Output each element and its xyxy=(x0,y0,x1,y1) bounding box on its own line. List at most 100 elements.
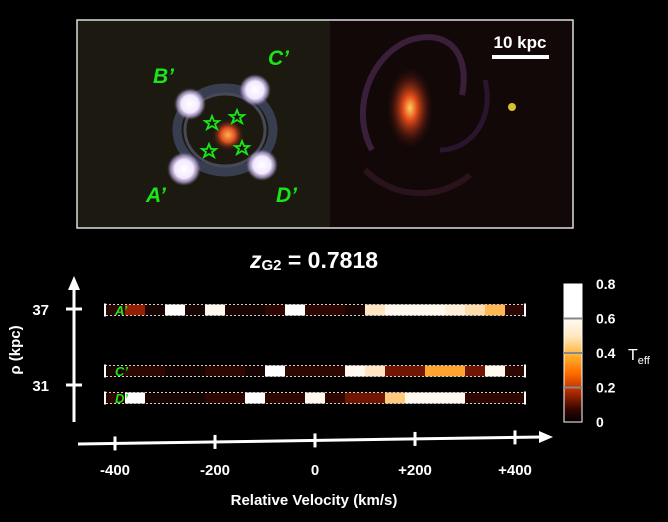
heatmap-cell xyxy=(405,365,425,377)
heatmap-cell xyxy=(445,392,465,404)
heatmap-cell xyxy=(265,365,285,377)
heatmap-cell xyxy=(305,392,325,404)
image-labels: B’ C’ A’ D’ xyxy=(145,47,298,207)
heatmap-cell xyxy=(445,304,465,316)
heatmap-row: A’ xyxy=(104,303,526,318)
source-galaxy-image: 10 kpc xyxy=(359,33,549,197)
y-tick-label-31: 31 xyxy=(32,378,49,395)
heatmap-cell xyxy=(205,365,225,377)
colorbar-tick-label: 0.2 xyxy=(596,380,616,396)
heatmap-cell xyxy=(365,365,385,377)
heatmap-cell xyxy=(185,304,205,316)
heatmap-cell xyxy=(105,304,125,316)
image-label-d: D’ xyxy=(276,184,298,207)
colorbar: Teff 0.8 0.6 0.4 0.2 0 xyxy=(563,276,651,430)
row-label: C’ xyxy=(115,364,128,379)
heatmap-cell xyxy=(485,304,505,316)
colorbar-tick-label: 0.6 xyxy=(596,311,616,327)
heatmap-rows: A’ C’ D’ xyxy=(104,303,526,406)
heatmap-cell xyxy=(425,304,445,316)
lens-ring-image: B’ C’ A’ D’ xyxy=(145,47,298,207)
heatmap-cell xyxy=(345,304,365,316)
star-markers xyxy=(199,107,252,160)
heatmap-cell xyxy=(125,365,145,377)
colorbar-label: Teff xyxy=(628,347,651,367)
redshift-value: = 0.7818 xyxy=(281,247,378,273)
heatmap-cell xyxy=(485,392,505,404)
heatmap-row: D’ xyxy=(104,391,526,406)
y-axis-label: ρ (kpc) xyxy=(7,325,24,374)
chart: 37 31 ρ (kpc) A’ C’ D’ Relative Velocity (… xyxy=(7,276,651,509)
colorbar-tick-label: 0.4 xyxy=(596,345,616,361)
row-label: D’ xyxy=(115,391,128,406)
heatmap-cell xyxy=(445,365,465,377)
redshift-title: zG2 = 0.7818 xyxy=(249,247,378,274)
redshift-symbol: z xyxy=(249,247,262,273)
left-image-background xyxy=(77,20,330,228)
heatmap-cell xyxy=(205,304,225,316)
heatmap-cell xyxy=(145,365,165,377)
heatmap-cell xyxy=(505,304,525,316)
heatmap-cell xyxy=(385,365,405,377)
image-panel: B’ C’ A’ D’ 10 kpc xyxy=(76,19,574,229)
heatmap-cell xyxy=(425,365,445,377)
star-icon xyxy=(202,113,222,132)
colorbar-tick-label: 0.8 xyxy=(596,276,616,292)
heatmap-cell xyxy=(245,304,265,316)
heatmap-cell xyxy=(225,304,245,316)
heatmap-cell xyxy=(165,392,185,404)
heatmap-cell xyxy=(345,365,365,377)
heatmap-cell xyxy=(105,392,125,404)
y-tick-label-37: 37 xyxy=(32,302,49,319)
x-tick-label: +200 xyxy=(398,462,432,479)
heatmap-cell xyxy=(405,392,425,404)
heatmap-row: C’ xyxy=(104,364,526,379)
heatmap-cell xyxy=(125,304,145,316)
x-tick-label: -400 xyxy=(100,462,130,479)
heatmap-cell xyxy=(345,392,365,404)
star-icon xyxy=(227,107,247,126)
source-galaxy-core xyxy=(386,66,434,150)
colorbar-label-main: T xyxy=(628,347,638,364)
heatmap-cell xyxy=(125,392,145,404)
heatmap-cell xyxy=(465,304,485,316)
y-axis-arrow-icon xyxy=(68,276,80,290)
heatmap-cell xyxy=(425,392,445,404)
y-axis: 37 31 ρ (kpc) xyxy=(7,276,82,422)
x-axis-arrow-icon xyxy=(539,431,553,443)
heatmap-cell xyxy=(285,392,305,404)
heatmap-cell xyxy=(145,304,165,316)
heatmap-cell xyxy=(245,365,265,377)
star-icon xyxy=(232,138,252,157)
x-tick-label: -200 xyxy=(200,462,230,479)
heatmap-cell xyxy=(185,365,205,377)
heatmap-cell xyxy=(245,392,265,404)
heatmap-cell xyxy=(505,392,525,404)
heatmap-cell xyxy=(185,392,205,404)
heatmap-cell xyxy=(105,365,125,377)
heatmap-cell xyxy=(165,304,185,316)
lensed-image-a xyxy=(167,152,201,186)
x-axis-line xyxy=(77,435,543,446)
lens-galaxy-core xyxy=(212,119,244,151)
heatmap-cell xyxy=(325,365,345,377)
heatmap-cell xyxy=(465,392,485,404)
heatmap-cell xyxy=(205,392,225,404)
heatmap-cell xyxy=(385,392,405,404)
heatmap-cell xyxy=(165,365,185,377)
right-image-background xyxy=(330,20,573,228)
heatmap-cell xyxy=(365,392,385,404)
heatmap-cell xyxy=(265,304,285,316)
row-label: A’ xyxy=(114,303,128,318)
heatmap-cell xyxy=(285,304,305,316)
heatmap-cell xyxy=(505,365,525,377)
heatmap-cell xyxy=(225,365,245,377)
heatmap-cell xyxy=(405,304,425,316)
companion-object xyxy=(508,103,516,111)
lensed-image-c xyxy=(239,74,271,106)
heatmap-cell xyxy=(385,304,405,316)
heatmap-cell xyxy=(145,392,165,404)
lensed-image-b xyxy=(174,88,206,120)
scale-bar-label: 10 kpc xyxy=(494,33,547,52)
